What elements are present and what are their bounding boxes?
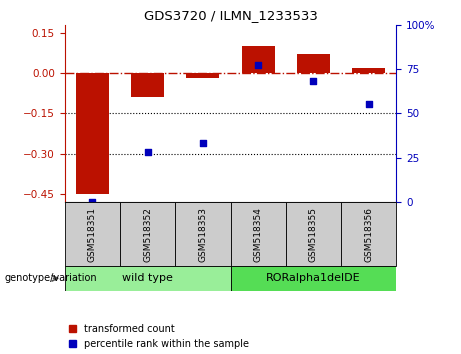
- Bar: [65, 266, 230, 291]
- Point: [365, 102, 372, 107]
- Bar: [186, 73, 219, 79]
- Text: GSM518355: GSM518355: [309, 207, 318, 262]
- Legend: transformed count, percentile rank within the sample: transformed count, percentile rank withi…: [70, 324, 249, 349]
- Text: GSM518353: GSM518353: [198, 207, 207, 262]
- Bar: [175, 202, 230, 266]
- Bar: [65, 202, 120, 266]
- Text: GSM518354: GSM518354: [254, 207, 263, 262]
- Bar: [230, 266, 396, 291]
- Bar: [297, 54, 330, 73]
- Text: GSM518352: GSM518352: [143, 207, 152, 262]
- Bar: [352, 68, 385, 73]
- Bar: [131, 73, 164, 97]
- Bar: [76, 73, 109, 194]
- Text: wild type: wild type: [122, 273, 173, 283]
- Bar: [242, 46, 275, 73]
- Point: [89, 199, 96, 205]
- Bar: [120, 202, 175, 266]
- Title: GDS3720 / ILMN_1233533: GDS3720 / ILMN_1233533: [143, 9, 318, 22]
- Bar: [286, 202, 341, 266]
- Text: RORalpha1delDE: RORalpha1delDE: [266, 273, 361, 283]
- Point: [254, 63, 262, 68]
- Text: genotype/variation: genotype/variation: [5, 273, 97, 283]
- Text: GSM518356: GSM518356: [364, 207, 373, 262]
- Point: [310, 79, 317, 84]
- Point: [199, 141, 207, 146]
- Text: GSM518351: GSM518351: [88, 207, 97, 262]
- Point: [144, 149, 151, 155]
- Bar: [230, 202, 286, 266]
- Bar: [341, 202, 396, 266]
